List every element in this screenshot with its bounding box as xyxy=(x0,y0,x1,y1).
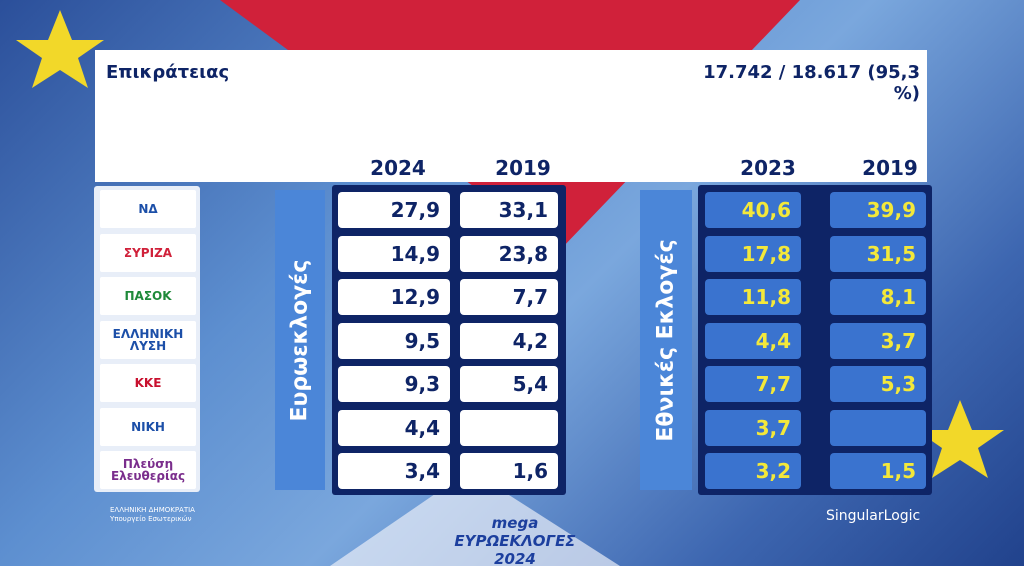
result-cell: 9,5 xyxy=(338,322,450,359)
national-label-band: Εθνικές Εκλογές xyxy=(640,190,692,490)
euro-label-band: Ευρωεκλογές xyxy=(275,190,325,490)
ministry-logo: ΕΛΛΗΝΙΚΗ ΔΗΜΟΚΡΑΤΙΑ Υπουργείο Εσωτερικών xyxy=(110,506,195,524)
counted-stations: 17.742 / 18.617 (95,3 %) xyxy=(703,62,920,104)
column-header: 2023 xyxy=(740,156,796,180)
result-cell xyxy=(830,409,926,446)
result-cell: 5,3 xyxy=(830,366,926,402)
star xyxy=(916,400,1004,478)
result-cell: 27,9 xyxy=(338,192,450,228)
result-cell: 40,6 xyxy=(705,192,801,228)
national-label: Εθνικές Εκλογές xyxy=(653,238,679,442)
region-title: Επικράτειας xyxy=(106,62,230,83)
result-cell: 39,9 xyxy=(830,192,926,228)
program-logo: mega ΕΥΡΩΕΚΛΟΓΕΣ 2024 xyxy=(454,514,576,566)
column-header: 2019 xyxy=(495,156,551,180)
result-cell: 4,2 xyxy=(460,322,558,359)
column-header: 2024 xyxy=(370,156,426,180)
party-logo: Πλεύση Ελευθερίας xyxy=(100,451,196,489)
result-cell: 12,9 xyxy=(338,279,450,315)
result-cell: 3,7 xyxy=(830,322,926,359)
star xyxy=(16,10,104,88)
column-header: 2019 xyxy=(862,156,918,180)
party-logo: ΝΙΚΗ xyxy=(100,407,196,446)
result-cell: 3,7 xyxy=(705,409,801,446)
result-cell: 31,5 xyxy=(830,235,926,272)
result-cell: 23,8 xyxy=(460,235,558,272)
result-cell: 3,4 xyxy=(338,453,450,489)
party-logo: ΣΥΡΙΖΑ xyxy=(100,233,196,272)
party-logo: ΝΔ xyxy=(100,190,196,228)
result-cell: 17,8 xyxy=(705,235,801,272)
header-band xyxy=(95,50,927,182)
party-logo: ΕΛΛΗΝΙΚΗ ΛΥΣΗ xyxy=(100,320,196,359)
result-cell: 5,4 xyxy=(460,366,558,402)
party-logo: ΠΑΣΟΚ xyxy=(100,277,196,315)
provider-logo: SingularLogic xyxy=(826,508,921,524)
result-cell: 14,9 xyxy=(338,235,450,272)
result-cell: 7,7 xyxy=(705,366,801,402)
result-cell: 4,4 xyxy=(338,409,450,446)
party-logo: ΚΚΕ xyxy=(100,364,196,402)
white-wedge xyxy=(330,470,620,566)
result-cell: 7,7 xyxy=(460,279,558,315)
result-cell: 8,1 xyxy=(830,279,926,315)
result-cell: 1,5 xyxy=(830,453,926,489)
result-cell: 33,1 xyxy=(460,192,558,228)
result-cell: 9,3 xyxy=(338,366,450,402)
result-cell: 4,4 xyxy=(705,322,801,359)
euro-label: Ευρωεκλογές xyxy=(287,259,313,421)
result-cell: 3,2 xyxy=(705,453,801,489)
result-cell: 11,8 xyxy=(705,279,801,315)
result-cell: 1,6 xyxy=(460,453,558,489)
result-cell xyxy=(460,409,558,446)
